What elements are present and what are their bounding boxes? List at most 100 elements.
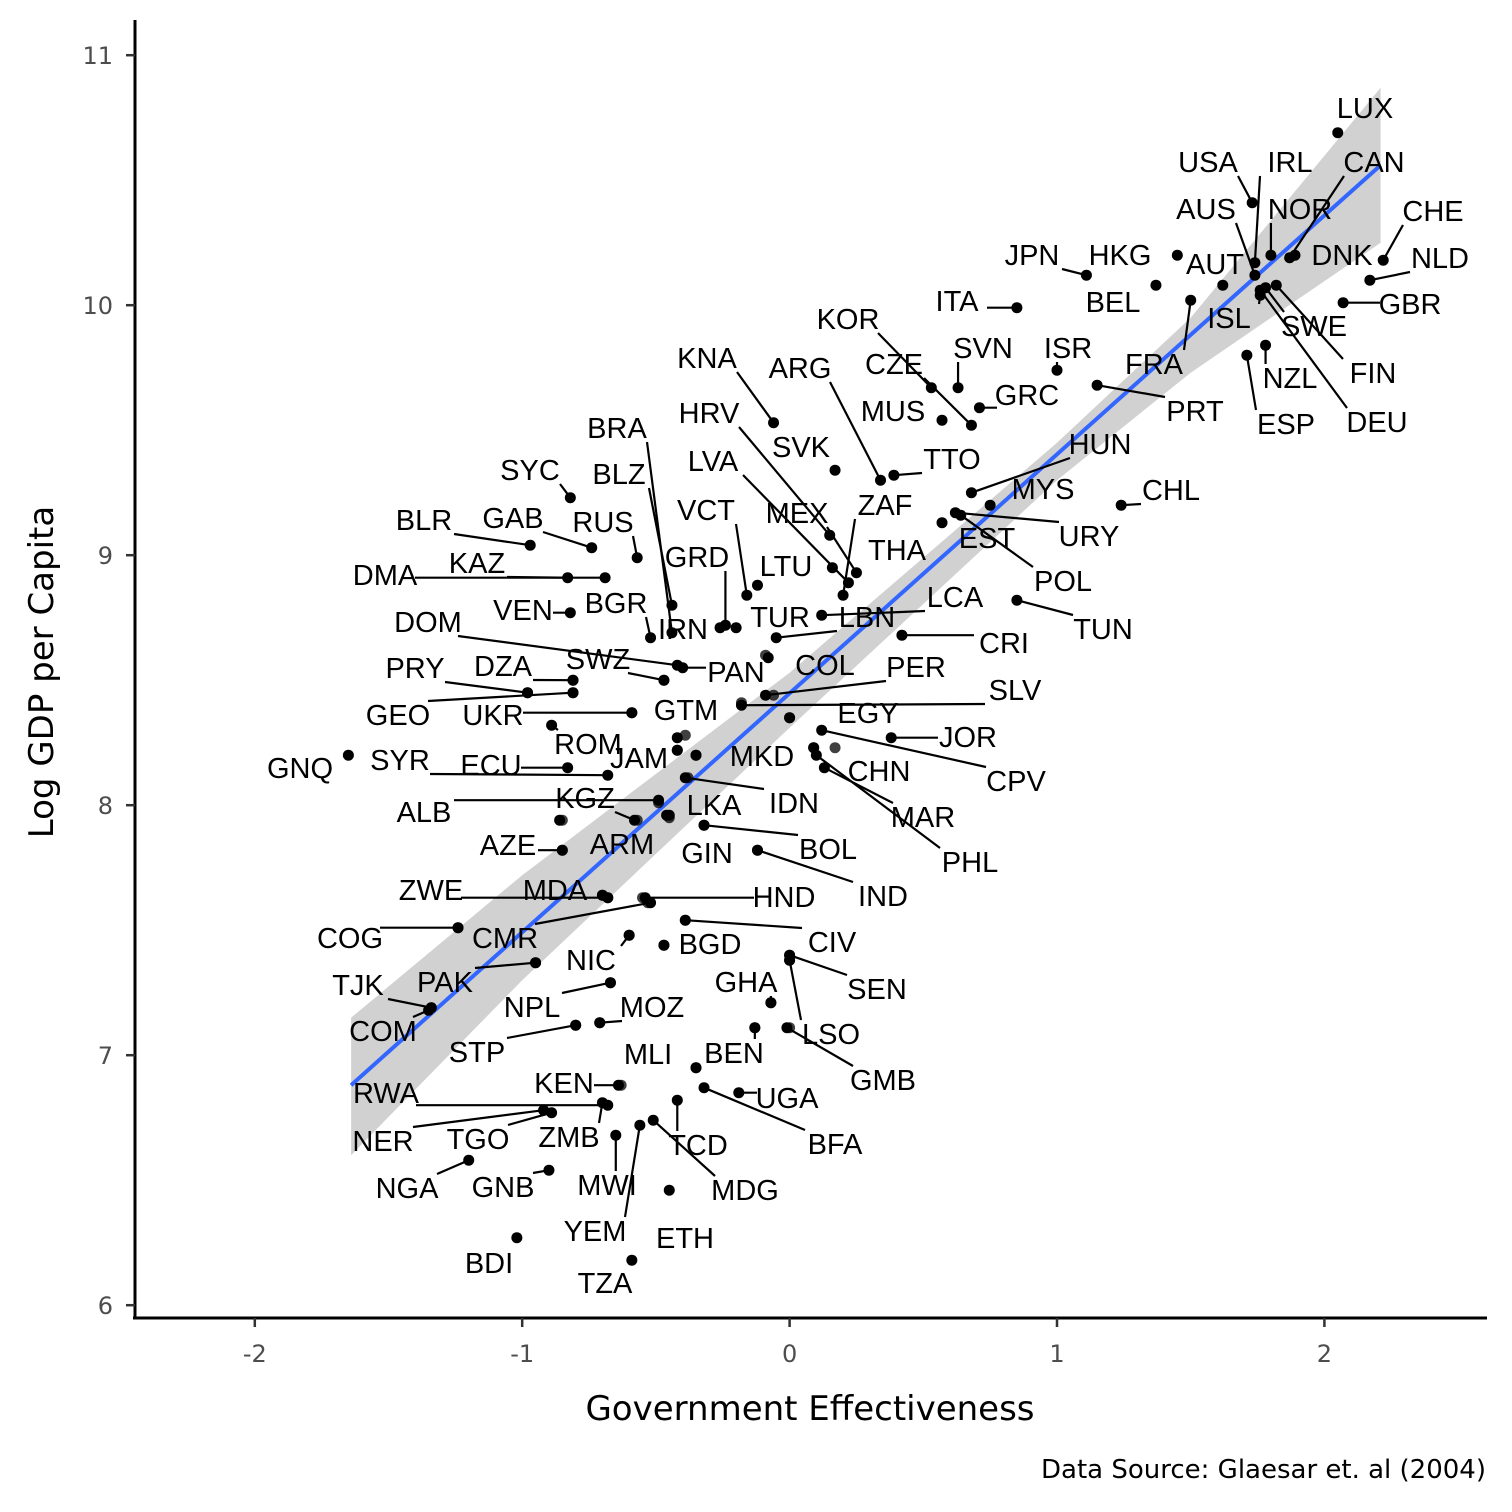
data-point-rus bbox=[631, 552, 643, 564]
leader-line-prt bbox=[1096, 384, 1166, 399]
point-label-bel: BEL bbox=[1086, 287, 1141, 319]
point-label-hkg: HKG bbox=[1089, 240, 1152, 272]
point-label-mus: MUS bbox=[861, 396, 925, 428]
point-label-nld: NLD bbox=[1411, 243, 1469, 275]
data-point-lca bbox=[816, 609, 828, 621]
point-label-tha: THA bbox=[868, 535, 927, 567]
data-point-unlabeled bbox=[698, 819, 710, 831]
data-point-prt bbox=[1091, 379, 1103, 391]
leader-line-bol bbox=[703, 824, 799, 837]
leader-line-stp bbox=[506, 1024, 576, 1040]
point-label-nga: NGA bbox=[376, 1173, 440, 1205]
point-label-kgz: KGZ bbox=[555, 783, 615, 815]
point-label-egy: EGY bbox=[837, 698, 898, 730]
point-label-ecu: ECU bbox=[460, 750, 521, 782]
data-point-esp bbox=[1241, 349, 1253, 361]
leader-line-ind bbox=[757, 849, 854, 884]
point-label-pry: PRY bbox=[385, 653, 444, 685]
data-point-unlabeled bbox=[679, 914, 691, 926]
point-label-ind: IND bbox=[858, 881, 908, 913]
point-label-che: CHE bbox=[1402, 196, 1463, 228]
data-point-unlabeled bbox=[808, 742, 820, 754]
data-point-mwi bbox=[610, 1129, 622, 1141]
data-point-ltu bbox=[752, 579, 764, 591]
leader-line-blr bbox=[453, 532, 531, 547]
leader-line-yem bbox=[623, 1125, 641, 1218]
data-point-bel bbox=[1150, 279, 1162, 291]
y-tick-label: 11 bbox=[82, 42, 113, 70]
point-label-mkd: MKD bbox=[730, 741, 794, 773]
data-point-nor bbox=[1265, 249, 1277, 261]
data-point-usa bbox=[1246, 197, 1258, 209]
leader-line-lbn bbox=[776, 629, 838, 639]
point-label-tgo: TGO bbox=[447, 1124, 510, 1156]
point-label-zaf: ZAF bbox=[858, 490, 913, 522]
point-label-svk: SVK bbox=[772, 432, 831, 464]
point-label-syr: SYR bbox=[370, 745, 430, 777]
point-label-jam: JAM bbox=[610, 743, 668, 775]
data-point-nzl bbox=[1260, 339, 1272, 351]
leader-line-per bbox=[765, 679, 887, 697]
data-point-gnq bbox=[342, 749, 354, 761]
point-label-aus: AUS bbox=[1176, 194, 1236, 226]
point-label-hnd: HND bbox=[753, 882, 816, 914]
leader-line-mar bbox=[823, 766, 894, 804]
point-label-prt: PRT bbox=[1166, 396, 1224, 428]
point-label-ven: VEN bbox=[493, 595, 553, 627]
leader-line-dom bbox=[457, 634, 678, 667]
point-label-bol: BOL bbox=[799, 834, 857, 866]
point-label-aze: AZE bbox=[480, 830, 536, 862]
point-label-tto: TTO bbox=[923, 444, 980, 476]
point-label-cri: CRI bbox=[979, 628, 1029, 660]
confidence-band bbox=[351, 87, 1381, 1156]
data-point-mys bbox=[984, 499, 996, 511]
point-label-jpn: JPN bbox=[1005, 240, 1060, 272]
point-label-bra: BRA bbox=[587, 413, 647, 445]
point-label-arm: ARM bbox=[590, 829, 654, 861]
point-label-fin: FIN bbox=[1350, 358, 1397, 390]
leader-line-can bbox=[1288, 175, 1345, 259]
point-label-ner: NER bbox=[352, 1126, 413, 1158]
data-point-unlabeled bbox=[679, 729, 691, 741]
data-point-blz bbox=[666, 599, 678, 611]
data-point-deu bbox=[1254, 284, 1266, 296]
leader-line-pak bbox=[474, 961, 536, 970]
data-point-zmb bbox=[596, 1097, 608, 1109]
data-point-unlabeled bbox=[452, 922, 464, 934]
point-label-isl: ISL bbox=[1207, 303, 1251, 335]
data-point-cri bbox=[896, 629, 908, 641]
point-label-lca: LCA bbox=[927, 582, 984, 614]
data-point-ven bbox=[564, 607, 576, 619]
point-label-cze: CZE bbox=[865, 349, 923, 381]
data-point-jor bbox=[885, 732, 897, 744]
leader-line-geo bbox=[427, 691, 574, 703]
leader-line-tjk bbox=[387, 997, 432, 1009]
data-point-unlabeled bbox=[658, 674, 670, 686]
data-point-unlabeled bbox=[530, 957, 542, 969]
point-label-ben: BEN bbox=[704, 1038, 764, 1070]
point-layer bbox=[342, 127, 1389, 1266]
data-point-unlabeled bbox=[602, 892, 614, 904]
data-point-hrv bbox=[824, 529, 836, 541]
point-label-nzl: NZL bbox=[1263, 363, 1318, 395]
point-label-lka: LKA bbox=[687, 790, 742, 822]
point-label-rwa: RWA bbox=[353, 1078, 420, 1110]
data-point-svk bbox=[829, 464, 841, 476]
data-point-hkg bbox=[1171, 249, 1183, 261]
data-point-pol bbox=[955, 509, 967, 521]
data-point-blr bbox=[524, 539, 536, 551]
data-point-uga bbox=[733, 1087, 745, 1099]
point-label-mex: MEX bbox=[766, 498, 829, 530]
leader-line-vct bbox=[734, 523, 748, 596]
data-point-kna bbox=[768, 417, 780, 429]
leader-line-slv bbox=[741, 702, 986, 707]
data-point-che bbox=[1377, 254, 1389, 266]
point-label-vct: VCT bbox=[677, 495, 735, 527]
data-point-dma bbox=[599, 572, 611, 584]
data-point-fin bbox=[1270, 279, 1282, 291]
data-point-unlabeled bbox=[594, 1017, 606, 1029]
data-point-tun bbox=[1011, 594, 1023, 606]
data-point-mar bbox=[818, 762, 830, 774]
leader-line-hrv bbox=[738, 426, 831, 536]
point-label-pak: PAK bbox=[417, 967, 474, 999]
